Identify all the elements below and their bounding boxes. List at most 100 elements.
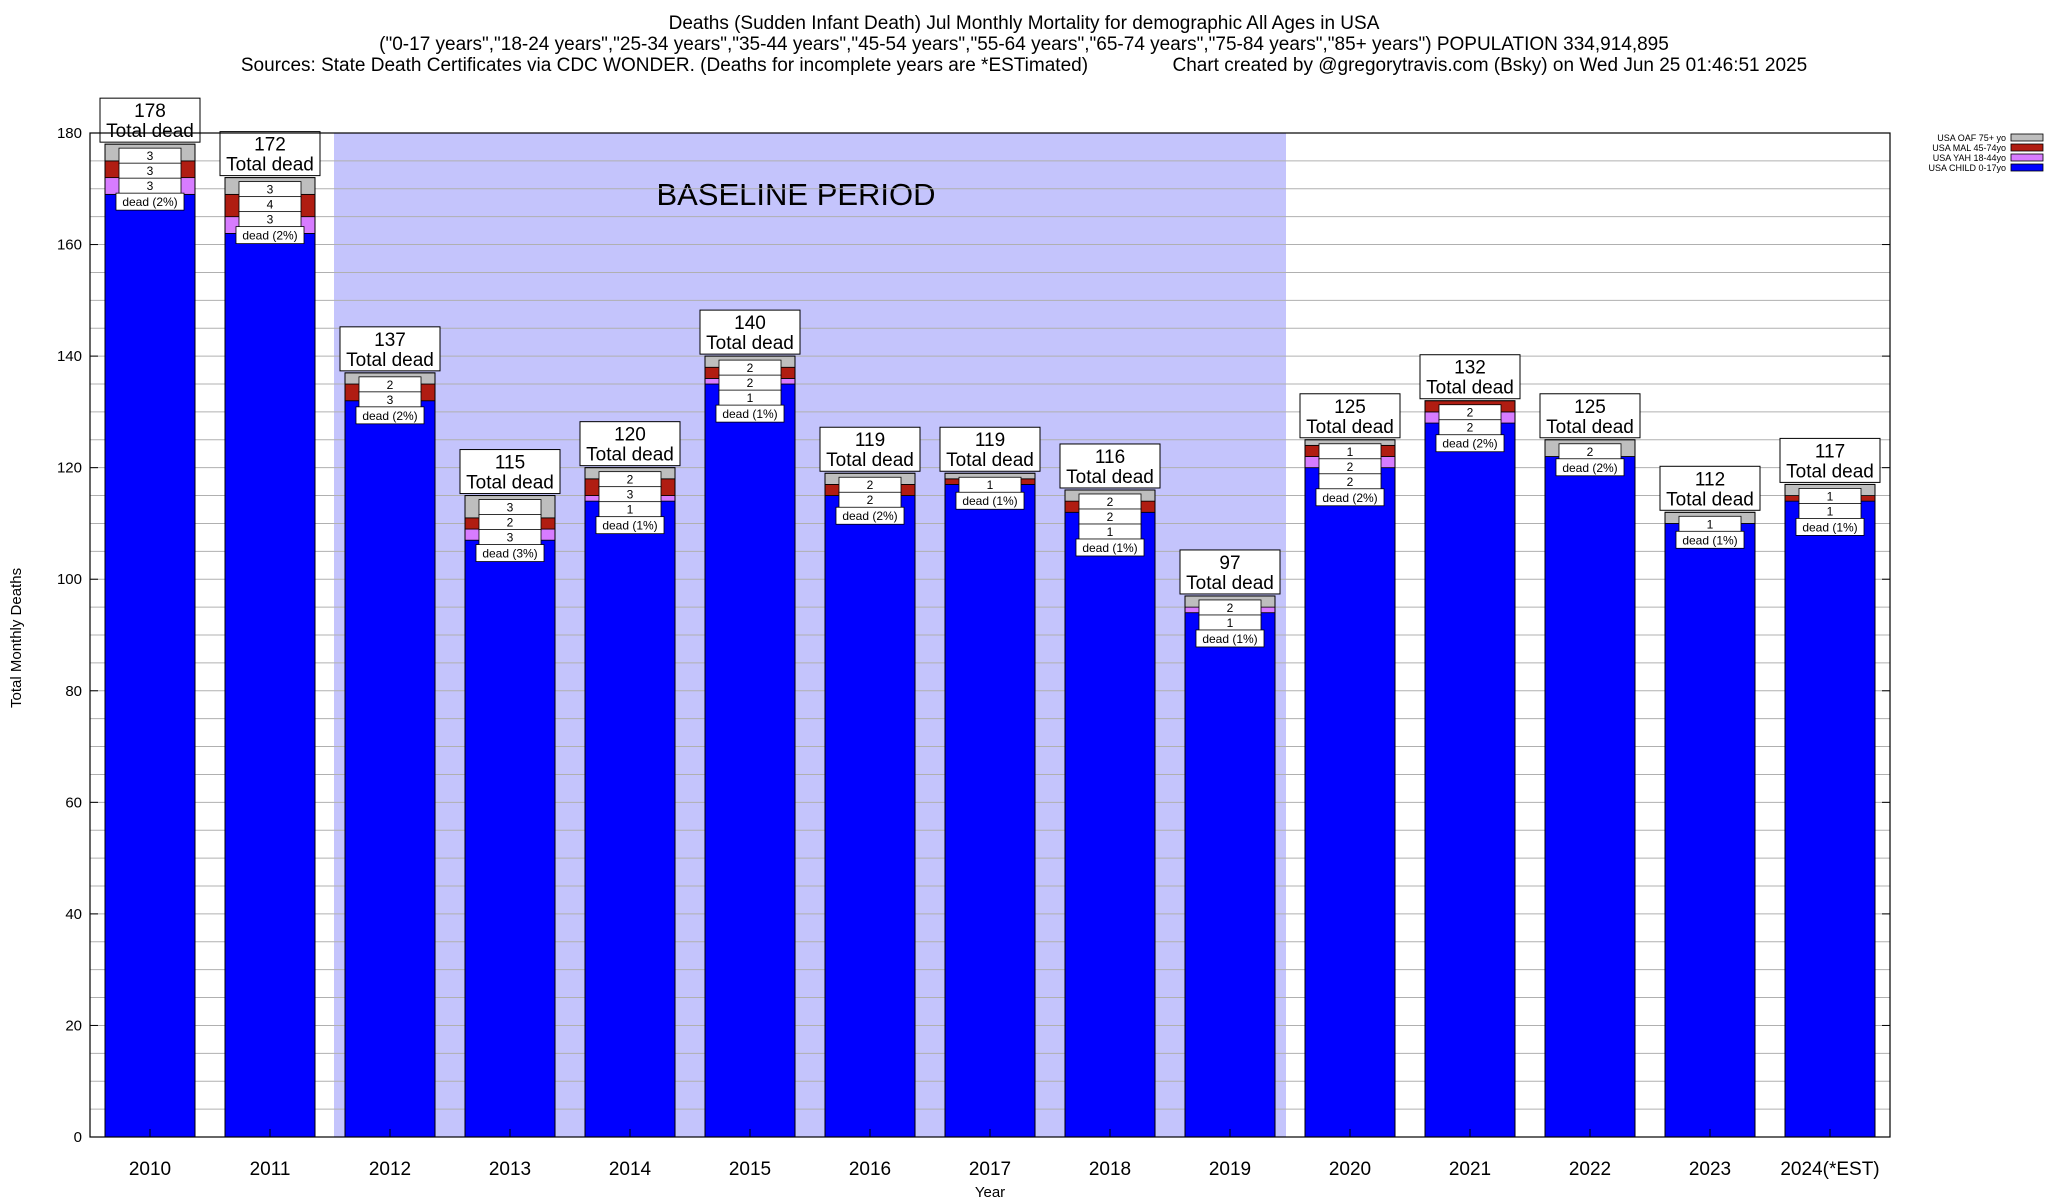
total-label: Total dead	[586, 445, 674, 466]
bar-segment-usa-child-0-17yo	[584, 500, 676, 1138]
dead-label: dead (2%)	[1442, 437, 1497, 451]
total-value: 117	[1815, 441, 1845, 462]
segment-label: 2	[1347, 475, 1354, 489]
segment-label: 3	[267, 213, 274, 227]
total-label: Total dead	[946, 450, 1034, 471]
total-label: Total dead	[1786, 461, 1874, 482]
x-axis-label: Year	[974, 1184, 1006, 1201]
segment-label: 4	[267, 198, 274, 212]
segment-label: 1	[1827, 489, 1834, 503]
total-label: Total dead	[1186, 573, 1274, 594]
segment-label: 3	[507, 531, 514, 545]
y-tick-label: 160	[57, 237, 82, 254]
legend-label: USA MAL 45-74yo	[1932, 143, 2006, 153]
total-label-box	[1539, 393, 1641, 439]
total-label: Total dead	[1066, 467, 1154, 488]
total-label: Total dead	[106, 121, 194, 142]
dead-label: dead (2%)	[1322, 491, 1377, 505]
bar-segment-usa-child-0-17yo	[464, 539, 556, 1138]
total-value: 125	[1574, 397, 1606, 418]
total-value: 119	[975, 430, 1005, 451]
dead-label-box	[235, 226, 305, 245]
dead-label-box	[1795, 518, 1865, 536]
bar-segment-usa-child-0-17yo	[944, 483, 1036, 1138]
segment-label: 2	[867, 493, 874, 507]
segment-label: 2	[1227, 601, 1234, 615]
bar-segment-usa-child-0-17yo	[824, 495, 916, 1138]
total-label-box	[1779, 437, 1881, 483]
x-tick-label: 2013	[489, 1159, 531, 1180]
dead-label: dead (2%)	[1562, 461, 1617, 475]
dead-label: dead (3%)	[482, 547, 537, 561]
segment-label: 1	[1107, 525, 1114, 539]
dead-label-box	[1195, 629, 1265, 648]
total-label: Total dead	[1306, 417, 1394, 438]
x-tick-label: 2018	[1089, 1159, 1131, 1180]
dead-label-box	[715, 404, 785, 423]
total-label-box	[819, 426, 921, 472]
total-label: Total dead	[226, 155, 314, 176]
total-value: 115	[495, 453, 525, 474]
segment-label: 2	[867, 478, 874, 492]
y-tick-label: 60	[65, 794, 82, 811]
dead-label-box	[475, 544, 545, 562]
bar-segment-usa-child-0-17yo	[1544, 456, 1636, 1138]
y-tick-label: 20	[65, 1017, 82, 1034]
y-tick-label: 0	[74, 1129, 82, 1146]
x-tick-label: 2014	[609, 1159, 652, 1180]
y-tick-label: 180	[57, 125, 82, 142]
legend-swatch	[2010, 133, 2044, 142]
total-label-box	[1659, 465, 1761, 511]
legend-label: USA CHILD 0-17yo	[1928, 163, 2006, 173]
segment-label: 1	[627, 503, 634, 517]
total-value: 97	[1219, 553, 1240, 574]
x-tick-label: 2012	[369, 1159, 411, 1180]
total-value: 112	[1695, 469, 1725, 490]
dead-label: dead (1%)	[722, 407, 777, 421]
segment-label: 2	[747, 376, 754, 390]
bar-segment-usa-child-0-17yo	[1784, 500, 1876, 1138]
segment-label: 2	[1107, 510, 1114, 524]
dead-label-box	[1675, 530, 1745, 549]
dead-label-box	[595, 516, 665, 535]
total-value: 119	[855, 430, 885, 451]
dead-label-box	[1555, 458, 1625, 477]
legend-swatch	[2010, 153, 2044, 162]
total-value: 120	[614, 425, 646, 446]
x-tick-label: 2019	[1209, 1159, 1251, 1180]
total-label: Total dead	[1546, 417, 1634, 438]
segment-label: 2	[627, 473, 634, 487]
total-label-box	[1419, 354, 1521, 400]
segment-label: 3	[147, 179, 154, 193]
bar-segment-usa-child-0-17yo	[344, 400, 436, 1138]
dead-label-box	[835, 506, 905, 525]
x-tick-label: 2015	[729, 1159, 771, 1180]
segment-label: 1	[1827, 504, 1834, 518]
y-tick-label: 140	[57, 348, 82, 365]
dead-label-box	[115, 192, 185, 211]
total-value: 132	[1454, 358, 1486, 379]
total-value: 140	[734, 313, 766, 334]
total-value: 178	[134, 101, 166, 122]
segment-label: 1	[1227, 616, 1234, 630]
segment-label: 3	[387, 393, 394, 407]
dead-label-box	[355, 406, 425, 425]
bar-segment-usa-child-0-17yo	[1064, 511, 1156, 1138]
segment-label: 2	[1107, 495, 1114, 509]
total-label: Total dead	[1666, 489, 1754, 510]
x-tick-label: 2021	[1449, 1159, 1491, 1180]
y-tick-label: 40	[65, 906, 82, 923]
dead-label: dead (1%)	[962, 494, 1017, 508]
dead-label: dead (1%)	[602, 519, 657, 533]
total-label: Total dead	[826, 450, 914, 471]
segment-label: 2	[1587, 445, 1594, 459]
y-tick-label: 80	[65, 683, 82, 700]
total-label: Total dead	[466, 473, 554, 494]
dead-label-box	[1435, 434, 1505, 453]
y-axis-label-wrap: Total Monthly Deaths	[6, 568, 26, 708]
x-tick-label: 2016	[849, 1159, 891, 1180]
baseline-label: BASELINE PERIOD	[656, 177, 935, 212]
bar-segment-usa-child-0-17yo	[1424, 422, 1516, 1138]
bar-segment-usa-child-0-17yo	[104, 193, 196, 1138]
